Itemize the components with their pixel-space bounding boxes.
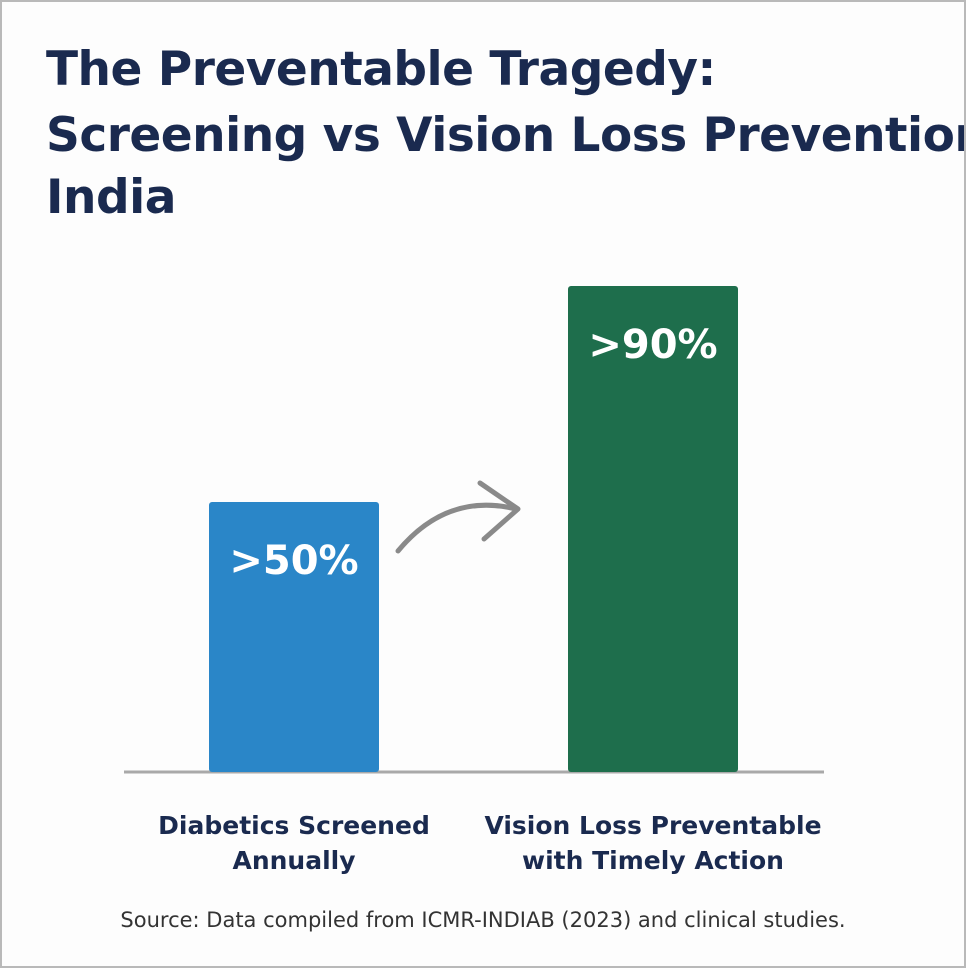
chart-title-line-1: The Preventable Tragedy: bbox=[46, 42, 716, 97]
category-label-1-line-1: Diabetics Screened bbox=[158, 811, 430, 840]
chart-title-line-2: Screening vs Vision Loss Prevention bbox=[46, 108, 966, 163]
category-label-1-line-2: Annually bbox=[232, 846, 355, 875]
bar-value-label-1: >50% bbox=[229, 538, 358, 584]
arrowhead-icon bbox=[477, 480, 521, 542]
bar-1 bbox=[209, 502, 379, 772]
bar-2 bbox=[568, 286, 738, 772]
chart-title-line-3: India bbox=[46, 170, 176, 225]
category-label-2-line-2: with Timely Action bbox=[522, 846, 784, 875]
category-label-2-line-1: Vision Loss Preventable bbox=[484, 811, 821, 840]
source-note: Source: Data compiled from ICMR-INDIAB (… bbox=[120, 908, 846, 932]
curved-arrow-icon bbox=[395, 502, 519, 554]
bar-value-label-2: >90% bbox=[588, 322, 717, 368]
